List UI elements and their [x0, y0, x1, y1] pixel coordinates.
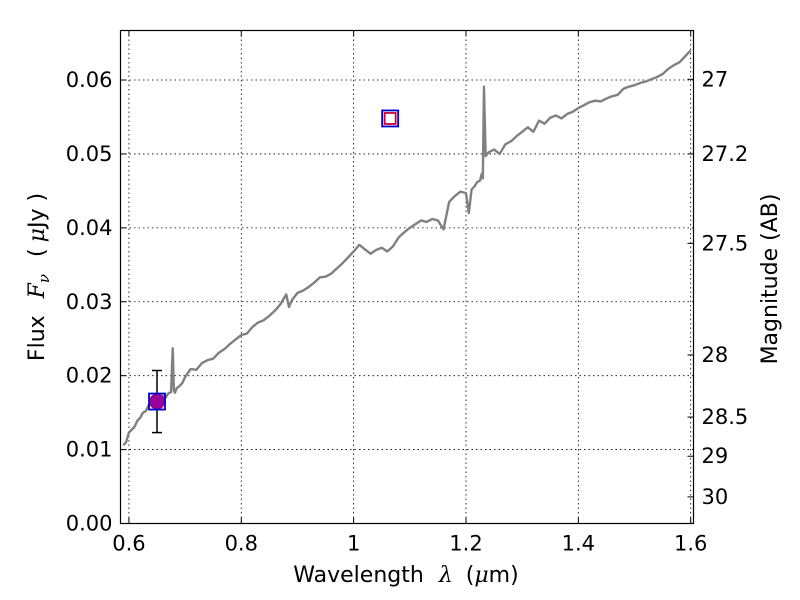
y2-tick-label: 27.5 — [702, 231, 749, 255]
y-tick-label: 0.06 — [66, 68, 113, 92]
y-tick-label: 0.01 — [66, 438, 113, 462]
x-axis-title: Wavelength λ (μm) — [293, 563, 518, 588]
x-tick-label: 0.8 — [225, 532, 258, 556]
y-axis-title-unit-mu: μ — [25, 228, 50, 242]
x-axis-title-unit-rest: m) — [489, 563, 519, 588]
photometry-point — [149, 393, 166, 410]
photometry-square-marker — [383, 112, 397, 125]
y-tick-label: 0.04 — [66, 216, 113, 240]
y-axis-title-unit-rest: Jy ) — [25, 193, 50, 230]
series-layer — [122, 49, 692, 446]
photometry-square-marker — [381, 109, 400, 128]
y2-tick-label: 30 — [702, 485, 729, 509]
y-tick-label: 0.03 — [66, 290, 113, 314]
plot-background — [120, 30, 694, 524]
x-axis-title-symbol: λ — [438, 563, 453, 588]
grid-lines — [120, 30, 694, 524]
y2-tick-label: 28.5 — [702, 405, 749, 429]
y-axis-title-unit-open: ( — [25, 248, 50, 257]
y2-tick-label: 28 — [702, 343, 729, 367]
marker-layer — [148, 109, 400, 434]
y2-axis-title: Magnitude (AB) — [758, 194, 783, 365]
spectrum-line — [122, 49, 692, 446]
y-axis-title: Flux Fν ( μJy ) — [25, 193, 55, 361]
axis-ticks — [120, 30, 694, 524]
plot-frame — [119, 29, 695, 525]
x-tick-label: 1.2 — [449, 532, 482, 556]
x-tick-label: 1 — [347, 532, 360, 556]
y2-tick-label: 27 — [702, 67, 729, 91]
tick-labels: 0.6 0.8 1 1.2 1.4 1.6 0.00 0.01 0.02 0.03 0.04 0.05… — [66, 67, 749, 555]
x-tick-label: 1.6 — [674, 532, 707, 556]
y-tick-label: 0.05 — [66, 142, 113, 166]
x-axis-title-unit-mu: μ — [474, 563, 488, 588]
y-tick-label: 0.00 — [66, 512, 113, 536]
x-tick-label: 1.4 — [562, 532, 595, 556]
photometry-square-marker — [148, 392, 166, 411]
x-axis-title-prefix: Wavelength — [293, 563, 424, 588]
x-tick-label: 0.6 — [112, 532, 145, 556]
y-tick-label: 0.02 — [66, 364, 113, 388]
y2-tick-label: 27.2 — [702, 142, 749, 166]
x-axis-title-unit-open: ( — [466, 563, 475, 588]
y-axis-title-subscript: ν — [35, 274, 53, 283]
y-axis-title-prefix: Flux — [25, 315, 50, 361]
y2-tick-label: 29 — [702, 444, 729, 468]
y-axis-title-symbol: F — [25, 282, 50, 299]
